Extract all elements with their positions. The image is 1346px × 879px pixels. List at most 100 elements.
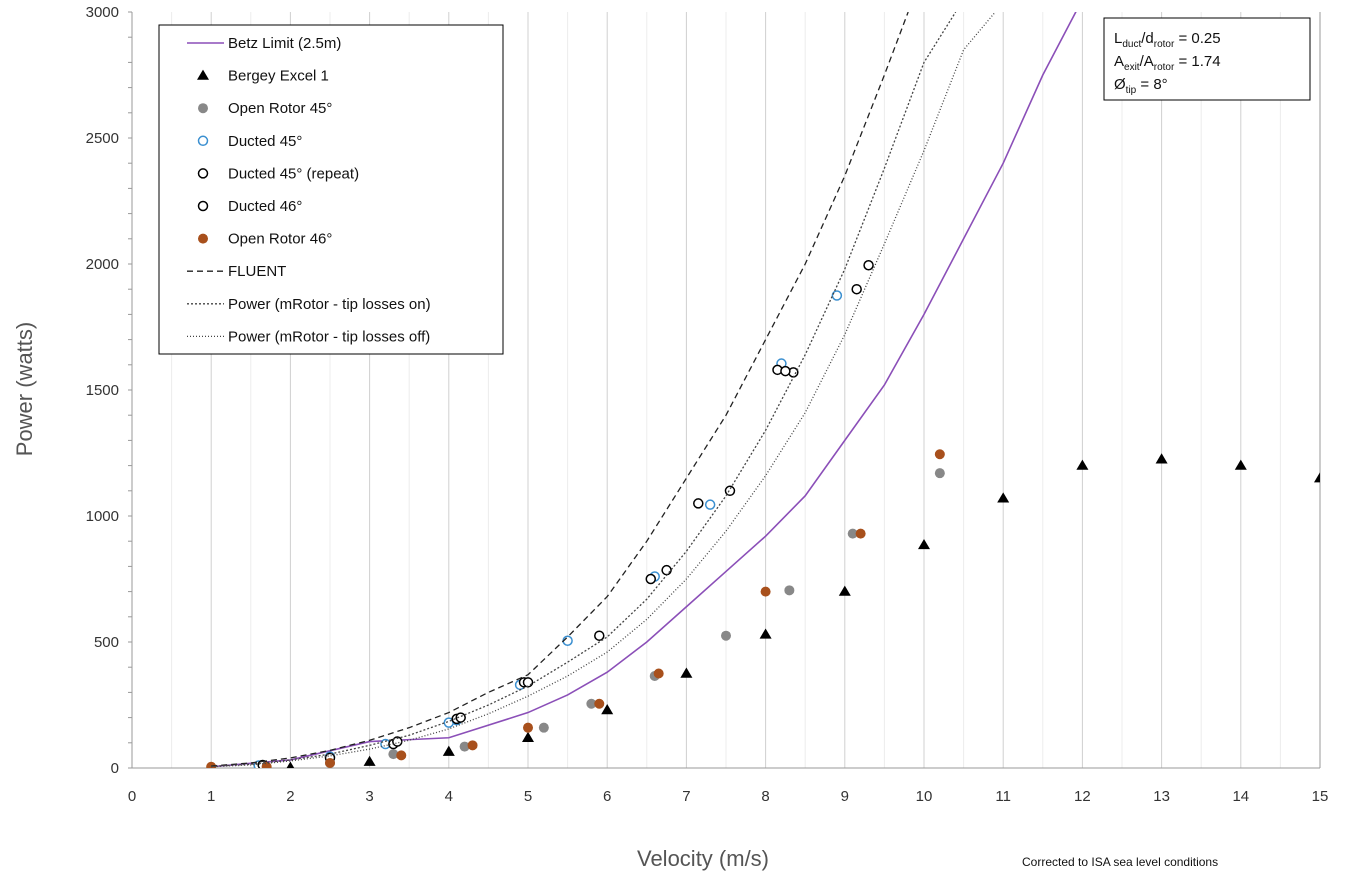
y-tick-label: 3000 — [86, 4, 119, 21]
y-tick-label: 2500 — [86, 130, 119, 147]
series-line — [211, 12, 957, 768]
series-3 — [253, 290, 843, 768]
data-point — [1314, 472, 1320, 483]
series-6 — [206, 449, 945, 768]
data-point — [594, 630, 605, 641]
legend-swatch-marker — [197, 168, 209, 179]
data-point — [538, 722, 549, 733]
x-tick-label: 6 — [603, 788, 611, 805]
data-point — [594, 698, 605, 709]
legend-item: Bergey Excel 1 — [197, 68, 329, 85]
data-point — [459, 741, 470, 752]
data-point — [851, 283, 862, 295]
legend-item: Open Rotor 46° — [198, 231, 332, 248]
data-point — [467, 740, 478, 751]
y-tick-label: 0 — [111, 760, 119, 777]
x-tick-label: 7 — [682, 788, 690, 805]
series-0 — [211, 12, 1077, 768]
x-tick-label: 10 — [916, 788, 933, 805]
x-tick-labels: 0 1 2 3 4 5 6 7 8 9 10 11 12 13 14 15 — [128, 788, 1329, 805]
legend-swatch-marker — [198, 103, 208, 114]
annotation-line-3: Øtip = 8° — [1114, 76, 1168, 96]
data-point — [396, 750, 407, 761]
legend-label: Ducted 45° (repeat) — [228, 165, 359, 182]
legend-item: Ducted 46° — [197, 198, 302, 215]
series-line — [211, 12, 996, 768]
y-tick-label: 1000 — [86, 508, 119, 525]
data-point — [760, 586, 771, 597]
footnote: Corrected to ISA sea level conditions — [1022, 855, 1218, 869]
data-point — [523, 722, 533, 733]
x-tick-label: 13 — [1153, 788, 1170, 805]
data-point — [831, 290, 843, 301]
legend-swatch-marker — [197, 69, 209, 80]
series-layer — [206, 12, 1320, 768]
series-7 — [211, 12, 909, 767]
series-1 — [207, 453, 1320, 768]
data-point — [388, 749, 399, 760]
data-point — [325, 757, 335, 768]
x-tick-label: 5 — [524, 788, 532, 805]
y-axis-title: Power (watts) — [12, 322, 37, 456]
x-tick-label: 9 — [841, 788, 849, 805]
series-line — [211, 12, 1077, 768]
legend-swatch-marker — [197, 135, 209, 147]
data-point — [855, 528, 866, 539]
legend-label: Ducted 46° — [228, 198, 302, 215]
x-tick-label: 1 — [207, 788, 215, 805]
series-4 — [257, 283, 862, 768]
y-tick-label: 500 — [94, 634, 119, 651]
legend-item: Ducted 45° (repeat) — [197, 165, 359, 182]
annotation-line-1: Lduct/drotor = 0.25 — [1114, 30, 1221, 50]
legend-item: Power (mRotor - tip losses on) — [187, 296, 431, 313]
legend-item: Betz Limit (2.5m) — [187, 35, 341, 52]
series-line — [211, 12, 909, 767]
y-tick-label: 1500 — [86, 382, 119, 399]
x-tick-label: 12 — [1074, 788, 1091, 805]
axes — [128, 11, 1321, 769]
x-tick-label: 0 — [128, 788, 136, 805]
data-point — [455, 712, 466, 723]
data-point — [522, 731, 534, 742]
x-tick-label: 14 — [1232, 788, 1249, 805]
data-point — [653, 668, 664, 679]
series-2 — [253, 468, 945, 768]
series-9 — [211, 12, 996, 768]
legend: Betz Limit (2.5m) Bergey Excel 1 Open Roto… — [158, 24, 504, 355]
legend-label: Power (mRotor - tip losses off) — [228, 328, 430, 345]
legend-label: Power (mRotor - tip losses on) — [228, 296, 431, 313]
series-5 — [324, 260, 874, 764]
legend-label: Open Rotor 46° — [228, 231, 332, 248]
legend-item: Open Rotor 45° — [198, 100, 332, 117]
data-point — [601, 704, 614, 715]
data-point — [680, 667, 693, 678]
series-8 — [211, 12, 957, 768]
legend-swatch-marker — [197, 200, 209, 212]
data-point — [1155, 453, 1168, 464]
legend-item: Ducted 45° — [197, 133, 302, 150]
y-tick-labels: 0 500 1000 1500 2000 2500 3000 — [86, 4, 119, 777]
data-point — [721, 630, 731, 641]
data-point — [847, 528, 858, 539]
data-point — [863, 260, 874, 271]
legend-label: FLUENT — [228, 263, 286, 280]
legend-label: Open Rotor 45° — [228, 100, 332, 117]
x-tick-label: 2 — [286, 788, 294, 805]
data-point — [918, 538, 930, 550]
legend-label: Ducted 45° — [228, 133, 302, 150]
legend-label: Bergey Excel 1 — [228, 68, 329, 85]
x-tick-label: 4 — [445, 788, 453, 805]
data-point — [1076, 459, 1089, 470]
legend-item: FLUENT — [187, 263, 286, 280]
data-point — [363, 755, 376, 766]
data-point — [704, 499, 716, 510]
legend-swatch-marker — [198, 233, 208, 244]
data-point — [661, 564, 672, 576]
data-point — [1234, 459, 1247, 470]
data-point — [286, 761, 295, 768]
annotation-line-2: Aexit/Arotor = 1.74 — [1114, 53, 1221, 73]
legend-item: Power (mRotor - tip losses off) — [187, 328, 430, 345]
x-tick-label: 8 — [761, 788, 769, 805]
x-tick-label: 11 — [995, 788, 1011, 805]
data-point — [645, 573, 657, 585]
